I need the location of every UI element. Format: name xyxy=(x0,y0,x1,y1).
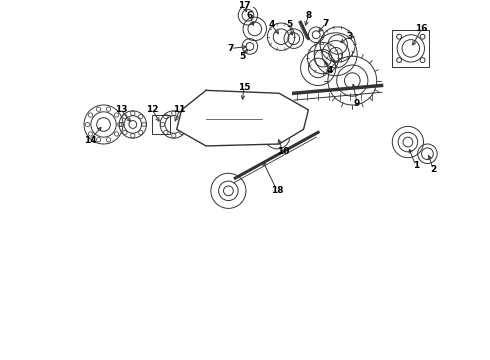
Text: 7: 7 xyxy=(323,18,329,27)
Text: 6: 6 xyxy=(247,11,253,20)
Text: 14: 14 xyxy=(84,136,96,145)
Text: 8: 8 xyxy=(305,11,312,20)
Bar xyxy=(152,115,170,134)
Text: 17: 17 xyxy=(238,1,250,10)
Text: 7: 7 xyxy=(227,44,234,53)
Polygon shape xyxy=(177,90,308,146)
Text: 4: 4 xyxy=(327,66,333,75)
Text: 10: 10 xyxy=(277,147,289,156)
Text: 2: 2 xyxy=(430,165,437,174)
Text: 5: 5 xyxy=(286,21,292,30)
Text: 3: 3 xyxy=(346,32,352,41)
Text: 1: 1 xyxy=(413,161,419,170)
Text: 11: 11 xyxy=(173,105,186,114)
Text: 12: 12 xyxy=(146,105,159,114)
Text: 9: 9 xyxy=(354,99,360,108)
Text: 13: 13 xyxy=(115,105,127,114)
Text: 16: 16 xyxy=(416,24,428,33)
Text: 18: 18 xyxy=(271,186,283,195)
Text: 5: 5 xyxy=(239,52,245,61)
Text: 4: 4 xyxy=(268,21,274,30)
Text: 15: 15 xyxy=(238,83,250,92)
